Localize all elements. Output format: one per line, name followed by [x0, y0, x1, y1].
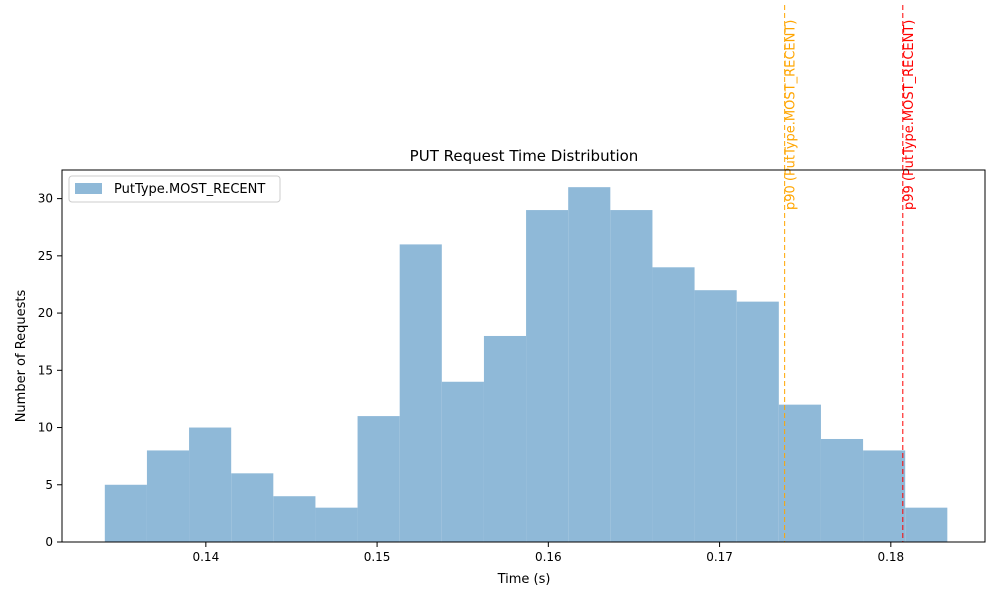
bars-group — [104, 187, 948, 543]
x-tick-label: 0.17 — [706, 550, 733, 564]
histogram-bar — [863, 450, 906, 542]
histogram-bar — [104, 484, 147, 542]
x-tick-label: 0.15 — [364, 550, 391, 564]
y-tick-label: 25 — [38, 249, 53, 263]
histogram-bar — [905, 507, 948, 542]
y-tick-label: 30 — [38, 192, 53, 206]
histogram-bar — [652, 267, 695, 542]
x-tick-label: 0.18 — [877, 550, 904, 564]
histogram-bar — [778, 404, 821, 542]
histogram-bar — [231, 473, 274, 542]
percentile-lines: p90 (PutType.MOST_RECENT) p99 (PutType.MO… — [784, 5, 917, 542]
x-axis-ticks: 0.14 0.15 0.16 0.17 0.18 — [192, 542, 904, 564]
histogram-bar — [736, 301, 779, 542]
percentile-label: p99 (PutType.MOST_RECENT) — [902, 20, 917, 210]
legend-frame — [68, 175, 281, 203]
chart-title: PUT Request Time Distribution — [410, 147, 639, 165]
histogram-bar — [526, 210, 569, 543]
y-tick-label: 0 — [45, 535, 53, 549]
y-tick-label: 15 — [38, 363, 53, 377]
histogram-bar — [357, 416, 400, 542]
y-tick-label: 5 — [45, 478, 53, 492]
histogram-bar — [441, 381, 484, 542]
y-tick-label: 20 — [38, 306, 53, 320]
histogram-bar — [273, 496, 316, 542]
histogram-bar — [820, 438, 864, 542]
x-tick-label: 0.14 — [192, 550, 219, 564]
histogram-bar — [189, 427, 232, 542]
histogram-bar — [483, 335, 527, 542]
histogram-bar — [610, 210, 653, 543]
y-axis-label: Number of Requests — [14, 289, 29, 422]
histogram-bar — [315, 507, 358, 542]
plot-frame — [61, 169, 986, 543]
histogram-bar — [568, 187, 611, 542]
histogram-bar — [146, 450, 190, 542]
percentile-label: p90 (PutType.MOST_RECENT) — [784, 20, 799, 210]
legend: PutType.MOST_RECENT — [68, 175, 281, 203]
histogram-bar — [694, 290, 737, 542]
histogram-bar — [399, 244, 442, 542]
legend-swatch — [75, 183, 102, 194]
y-tick-label: 10 — [38, 421, 53, 435]
x-tick-label: 0.16 — [535, 550, 562, 564]
legend-label: PutType.MOST_RECENT — [114, 182, 265, 197]
y-axis-ticks: 0 5 10 15 20 25 30 — [38, 192, 62, 549]
x-axis-label: Time (s) — [497, 572, 551, 587]
